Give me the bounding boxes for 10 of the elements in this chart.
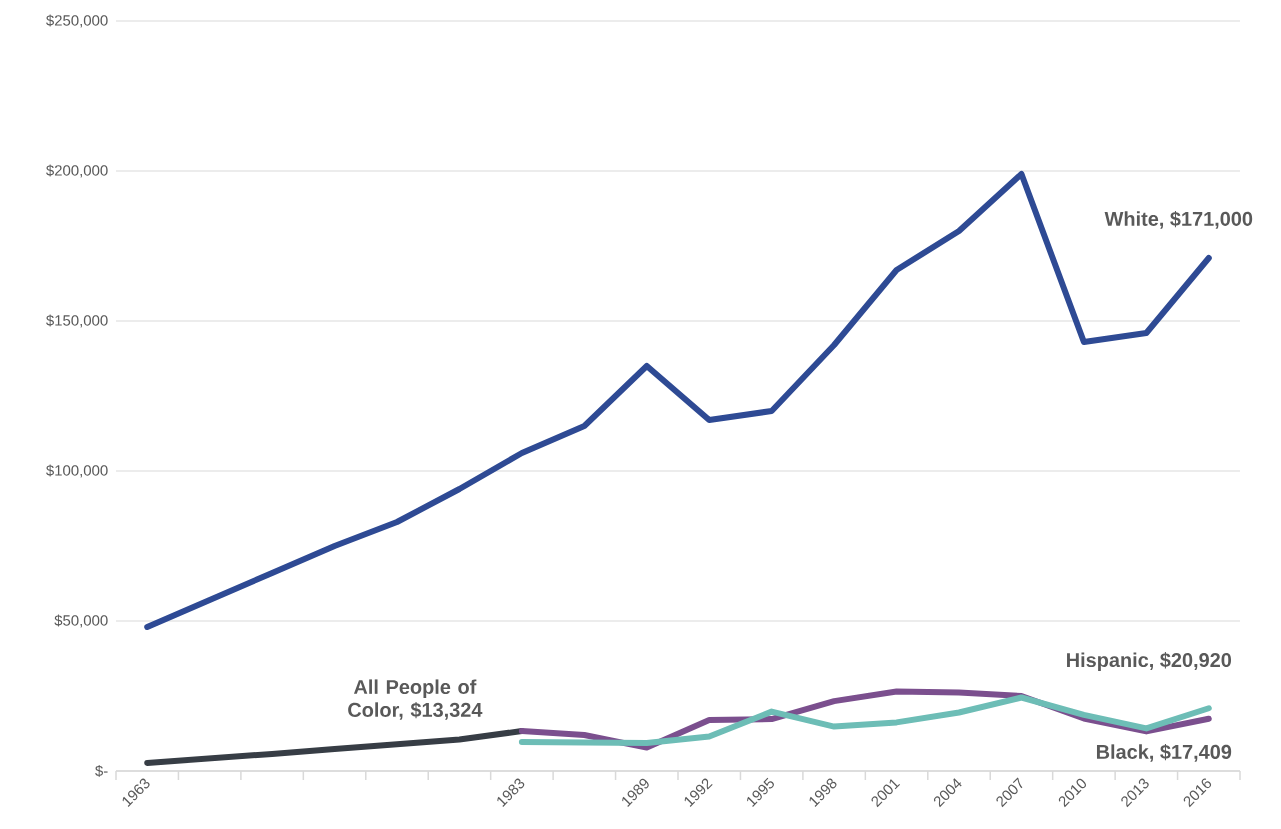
y-tick-label: $50,000 [54, 614, 108, 628]
y-tick-label: $150,000 [46, 314, 108, 328]
y-tick-label: $100,000 [46, 464, 108, 478]
series-label: All People of Color, $13,324 [348, 679, 483, 720]
y-tick-label: $200,000 [46, 164, 108, 178]
series-label: Hispanic, $20,920 [1067, 652, 1232, 672]
text: White, $171,000 [1104, 210, 1253, 229]
series-label: Black, $17,409 [1096, 743, 1232, 762]
y-tick-label: $250,000 [46, 14, 108, 28]
y-tick-label: $- [95, 764, 108, 778]
